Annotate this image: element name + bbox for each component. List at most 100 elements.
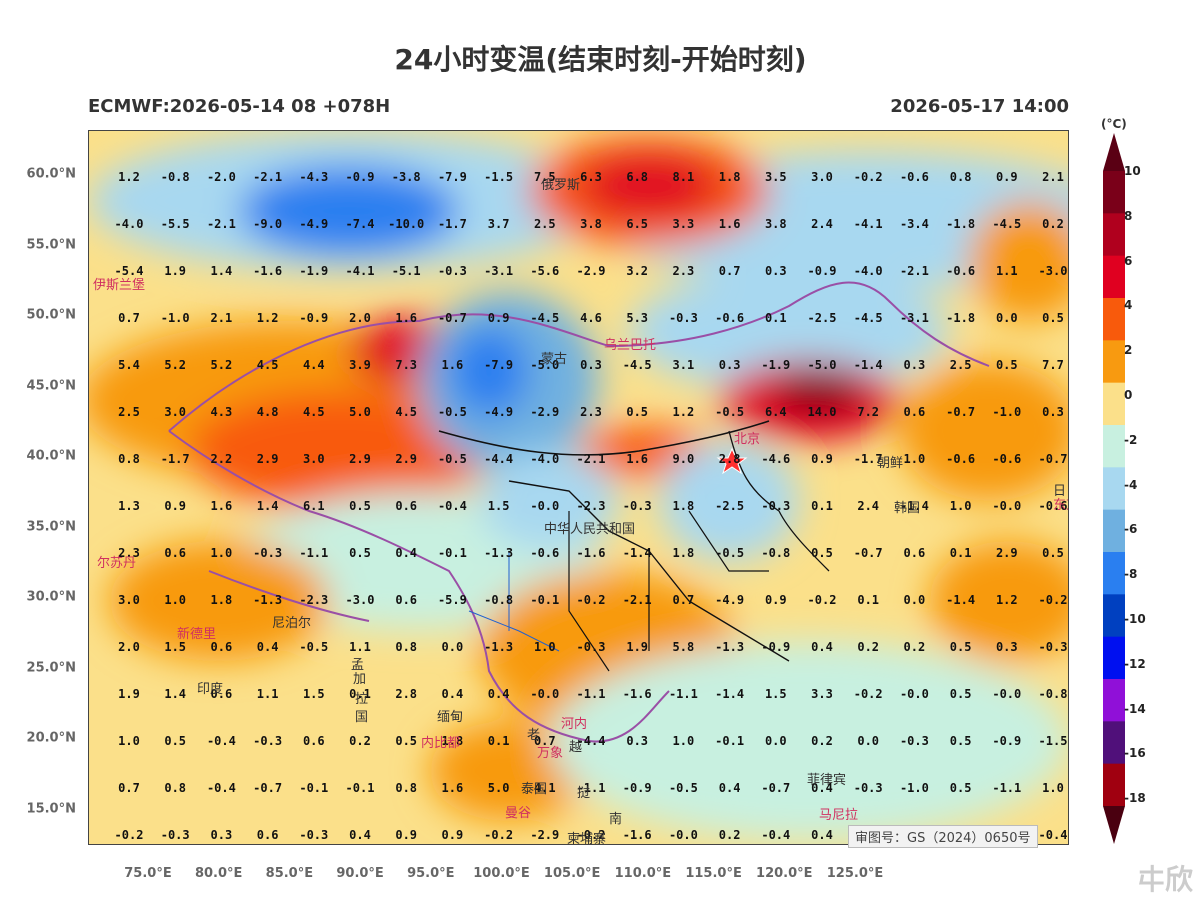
grid-value: -0.2 xyxy=(854,687,883,701)
place-label: 内比都 xyxy=(421,735,460,751)
map-panel[interactable]: 1.2 -0.8 -2.0 -2.1 -4.3 -0.9 -3.8 -7.9 -1.5 7.5 6.… xyxy=(88,130,1069,845)
grid-value: 4.5 xyxy=(303,405,325,419)
grid-value: -0.0 xyxy=(669,828,698,842)
grid-value: -0.5 xyxy=(715,546,744,560)
grid-value: -0.0 xyxy=(530,687,559,701)
place-label: 印度 xyxy=(197,681,223,697)
place-label: 曼谷 xyxy=(505,806,531,821)
grid-value: 0.5 xyxy=(811,546,833,560)
grid-value: 2.9 xyxy=(395,452,417,466)
place-label: 国 xyxy=(355,710,368,725)
map-approval-badge: 审图号：GS（2024）0650号 xyxy=(848,825,1038,848)
grid-value: 1.0 xyxy=(1042,781,1064,795)
grid-value: 2.3 xyxy=(118,546,140,560)
grid-value: 1.8 xyxy=(442,734,464,748)
grid-value: 7.2 xyxy=(857,405,879,419)
colorbar-min-arrow xyxy=(1103,806,1125,844)
grid-value: 0.9 xyxy=(996,170,1018,184)
grid-value: -2.1 xyxy=(253,170,282,184)
place-label: 缅甸 xyxy=(437,710,463,725)
grid-value: 1.0 xyxy=(118,734,140,748)
latitude-tick: 55.0°N xyxy=(26,237,76,252)
place-label: 越 xyxy=(569,740,582,755)
grid-value: 0.8 xyxy=(395,781,417,795)
grid-value: -0.4 xyxy=(207,734,236,748)
model-run-label: ECMWF:2026-05-14 08 +078H xyxy=(88,96,391,117)
grid-value: 1.0 xyxy=(211,546,233,560)
grid-value: -5.1 xyxy=(392,264,421,278)
grid-value: 3.0 xyxy=(164,405,186,419)
longitude-tick: 80.0°E xyxy=(194,866,243,881)
grid-value: -4.5 xyxy=(992,217,1021,231)
grid-value: 4.6 xyxy=(580,311,602,325)
place-label: 韩国 xyxy=(894,501,920,516)
grid-value: -1.0 xyxy=(161,311,190,325)
grid-value: 0.4 xyxy=(811,781,833,795)
longitude-tick: 125.0°E xyxy=(826,866,884,881)
grid-value: 3.0 xyxy=(303,452,325,466)
grid-value: 0.2 xyxy=(1042,217,1064,231)
grid-value: 0.9 xyxy=(811,452,833,466)
grid-value: -1.1 xyxy=(577,781,606,795)
grid-value: -4.6 xyxy=(761,452,790,466)
grid-value: -0.1 xyxy=(299,781,328,795)
grid-value: -0.3 xyxy=(761,499,790,513)
grid-value: -0.4 xyxy=(1039,828,1068,842)
longitude-tick: 75.0°E xyxy=(124,866,172,881)
grid-value: -0.8 xyxy=(484,593,513,607)
grid-value: -0.1 xyxy=(438,546,467,560)
grid-value: 1.6 xyxy=(395,311,417,325)
grid-value: -0.0 xyxy=(900,687,929,701)
grid-value: -0.4 xyxy=(207,781,236,795)
grid-value: 1.4 xyxy=(164,687,186,701)
grid-value: 0.5 xyxy=(1042,311,1064,325)
grid-value: 0.6 xyxy=(211,640,233,654)
place-label: 加 xyxy=(353,672,366,687)
grid-value: -1.9 xyxy=(761,358,790,372)
grid-value: -5.5 xyxy=(161,217,190,231)
grid-value: 2.8 xyxy=(395,687,417,701)
colorbar-tick: 6 xyxy=(1124,253,1133,268)
grid-value: 0.1 xyxy=(765,311,787,325)
place-label: 中华人民共和国 xyxy=(544,522,635,537)
place-label: 东京 xyxy=(1053,498,1069,513)
grid-value: -0.7 xyxy=(761,781,790,795)
grid-value: -0.0 xyxy=(992,499,1021,513)
grid-value: -1.8 xyxy=(946,311,975,325)
colorbar-max-arrow xyxy=(1103,133,1125,171)
grid-value: 0.6 xyxy=(257,828,279,842)
grid-value: 1.9 xyxy=(164,264,186,278)
grid-value: 7.7 xyxy=(1042,358,1064,372)
grid-value: -5.9 xyxy=(438,593,467,607)
colorbar-tick: -8 xyxy=(1124,567,1138,582)
latitude-tick: 20.0°N xyxy=(26,730,76,746)
grid-value: -0.1 xyxy=(530,593,559,607)
grid-value: 3.7 xyxy=(488,217,510,231)
grid-value: 0.2 xyxy=(349,734,371,748)
grid-value: 1.5 xyxy=(303,687,325,701)
grid-value: 0.4 xyxy=(719,781,741,795)
grid-value: 0.1 xyxy=(950,546,972,560)
grid-value: 5.3 xyxy=(626,311,648,325)
grid-value: 0.7 xyxy=(118,311,140,325)
colorbar-swatch xyxy=(1103,467,1125,511)
place-label: 新德里 xyxy=(177,626,216,642)
grid-value: 2.0 xyxy=(349,311,371,325)
grid-value: 3.0 xyxy=(811,170,833,184)
grid-value: -1.4 xyxy=(623,546,652,560)
grid-value: -1.9 xyxy=(299,264,328,278)
grid-value: 1.0 xyxy=(904,452,926,466)
chart-title: 24小时变温(结束时刻-开始时刻) xyxy=(394,43,807,76)
grid-value: -2.3 xyxy=(299,593,328,607)
grid-value: -1.3 xyxy=(484,640,513,654)
grid-value: 7.3 xyxy=(395,358,417,372)
grid-value: -0.0 xyxy=(530,499,559,513)
grid-value: -0.6 xyxy=(946,264,975,278)
grid-value: -0.6 xyxy=(530,546,559,560)
colorbar-tick: -10 xyxy=(1124,612,1146,626)
grid-value: 1.9 xyxy=(626,640,648,654)
grid-value: -4.5 xyxy=(530,311,559,325)
grid-value: 3.8 xyxy=(765,217,787,231)
grid-value: 0.3 xyxy=(626,734,648,748)
grid-value: -2.1 xyxy=(900,264,929,278)
